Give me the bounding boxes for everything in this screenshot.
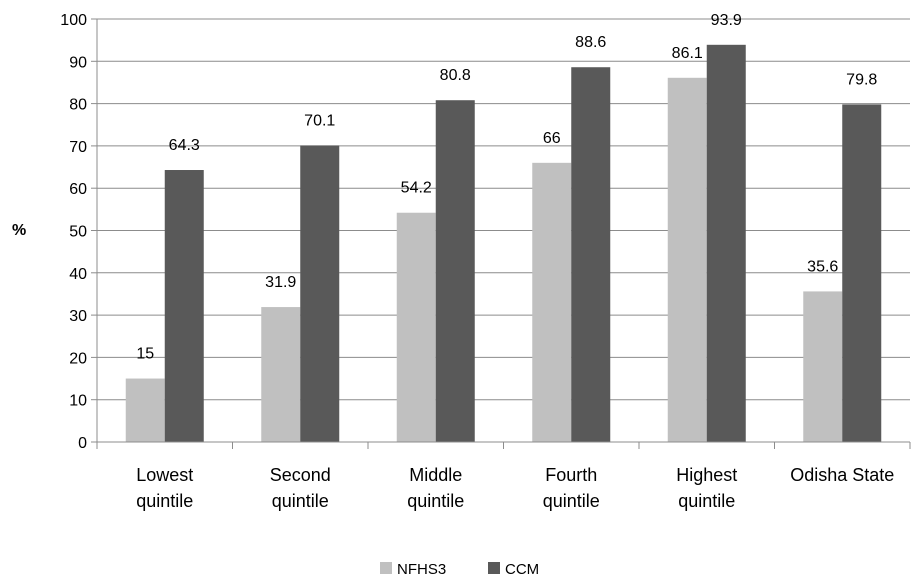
y-tick-label: 100: [60, 12, 87, 29]
x-category-label: Highest: [676, 465, 737, 485]
x-category-label: Odisha State: [790, 465, 894, 485]
data-label-ccm: 79.8: [846, 71, 877, 88]
data-label-ccm: 93.9: [711, 12, 742, 29]
data-labels: 15 64.3 31.9 70.1 54.2 80.8 66 88.6 86.1 93.9 35.6…: [136, 12, 877, 363]
bar-nfhs3: [667, 77, 707, 442]
y-tick-label: 20: [69, 350, 87, 367]
legend-label-ccm: CCM: [505, 561, 539, 578]
bar-nfhs3: [532, 162, 572, 442]
data-label-nfhs3: 31.9: [265, 274, 296, 291]
x-category-label: Second: [270, 465, 331, 485]
y-tick-label: 10: [69, 393, 87, 410]
x-category-label: Fourth: [545, 465, 597, 485]
y-tick-label: 80: [69, 97, 87, 114]
y-tick-label: 0: [78, 435, 87, 452]
bar-ccm: [164, 170, 204, 443]
legend-swatch-ccm: [488, 562, 500, 574]
bar-ccm: [842, 104, 882, 443]
y-tick-label: 70: [69, 139, 87, 156]
bar-ccm: [571, 67, 611, 443]
data-label-nfhs3: 66: [543, 130, 561, 147]
y-tick-label: 50: [69, 224, 87, 241]
bar-nfhs3: [803, 291, 843, 442]
data-label-nfhs3: 15: [136, 346, 154, 363]
bar-nfhs3: [396, 212, 436, 442]
y-tick-label: 60: [69, 181, 87, 198]
data-label-ccm: 64.3: [169, 137, 200, 154]
data-label-ccm: 80.8: [440, 67, 471, 84]
gridlines: [97, 18, 910, 401]
legend-label-nfhs3: NFHS3: [397, 561, 446, 578]
x-category-label: quintile: [407, 491, 464, 511]
x-category-label: quintile: [136, 491, 193, 511]
axes: 0 10 20 30 40 50 60 70 80 90 100 Lowest quintile Seco…: [60, 12, 911, 511]
y-tick-label: 90: [69, 54, 87, 71]
x-category-label: quintile: [543, 491, 600, 511]
data-label-ccm: 70.1: [304, 112, 335, 129]
data-label-nfhs3: 35.6: [807, 258, 838, 275]
y-tick-label: 40: [69, 266, 87, 283]
bar-nfhs3: [261, 307, 301, 442]
x-category-label: quintile: [272, 491, 329, 511]
y-tick-label: 30: [69, 308, 87, 325]
legend: NFHS3 CCM: [380, 561, 539, 578]
bar-ccm: [300, 145, 340, 443]
x-category-label: Lowest: [136, 465, 193, 485]
bars: [125, 44, 882, 443]
bar-ccm: [706, 44, 746, 442]
x-category-label: quintile: [678, 491, 735, 511]
y-axis-title: %: [12, 222, 26, 239]
data-label-nfhs3: 54.2: [401, 180, 432, 197]
legend-swatch-nfhs3: [380, 562, 392, 574]
bar-ccm: [435, 100, 475, 442]
x-category-label: Middle: [409, 465, 462, 485]
data-label-ccm: 88.6: [575, 34, 606, 51]
bar-nfhs3: [125, 378, 165, 442]
data-label-nfhs3: 86.1: [672, 45, 703, 62]
